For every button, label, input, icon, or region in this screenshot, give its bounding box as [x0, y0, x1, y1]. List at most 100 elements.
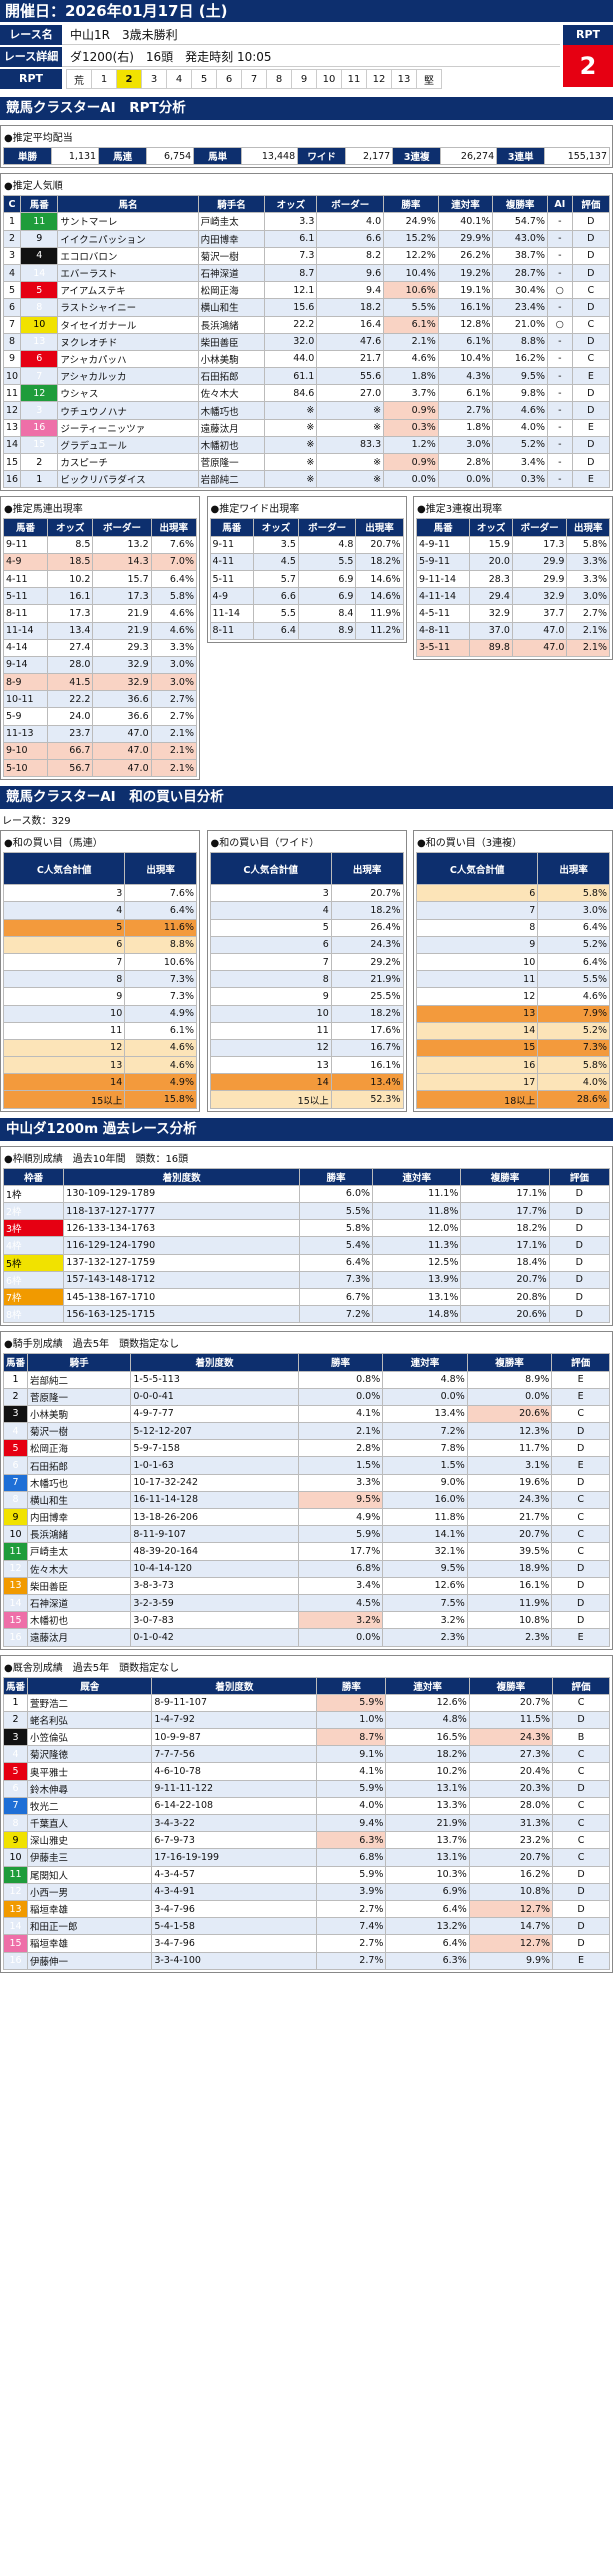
rpt-value: 2	[563, 45, 613, 87]
pace-cell: 3	[141, 69, 167, 89]
frame-row: 6枠 157-143-148-1712 7.3% 13.9% 20.7% D	[2, 1270, 611, 1289]
trainer-cell: 5	[2, 1762, 29, 1781]
jockey-cell: 11	[2, 1542, 29, 1561]
popularity-cell: 10.6%	[383, 281, 439, 300]
frame-cell: 5枠	[2, 1253, 65, 1272]
popularity-cell: 12	[2, 401, 22, 420]
sum-cell: 9	[2, 987, 126, 1006]
jockey-cell: C	[551, 1490, 610, 1510]
popularity-cell: 7.3	[264, 246, 318, 265]
jockey-cell: E	[551, 1387, 610, 1406]
trainer-cell: 13.7%	[385, 1831, 470, 1850]
frame-cell: 6.0%	[298, 1184, 374, 1204]
quin-cell: 8-9	[2, 673, 49, 692]
frame-cell: 12.0%	[372, 1219, 462, 1238]
column-header: ボーダー	[316, 195, 385, 214]
frame-cell: 126-133-134-1763	[63, 1219, 300, 1238]
trainer-cell: 20.4%	[468, 1762, 554, 1781]
popularity-row: 10 7 アシャカルッカ 石田拓郎 61.1 55.6 1.8% 4.3% 9.5% - E	[2, 367, 611, 386]
popularity-cell: 2.7%	[437, 401, 494, 420]
jockey-row: 6 石田拓郎 1-0-1-63 1.5% 1.5% 3.1% E	[2, 1456, 610, 1475]
sum-title: ●和の買い目（馬連）	[4, 838, 103, 850]
pace-cell: 7	[241, 69, 267, 89]
sum-row: 7 10.6%	[2, 952, 197, 972]
jockey-cell: 4.5%	[297, 1593, 384, 1613]
sum-row: 12 4.6%	[415, 987, 610, 1006]
jockey-cell: 8-11-9-107	[130, 1525, 299, 1544]
quin-cell: 3.3%	[150, 638, 198, 657]
section-rpt-analysis: 競馬クラスターAI RPT分析	[0, 97, 613, 120]
column-header: 連対率	[437, 195, 494, 214]
frame-row: 3枠 126-133-134-1763 5.8% 12.0% 18.2% D	[2, 1219, 611, 1238]
column-header: オッズ	[469, 518, 513, 537]
trainer-row: 2 蛯名利弘 1-4-7-92 1.0% 4.8% 11.5% D	[2, 1710, 610, 1730]
trainer-row: 9 深山雅史 6-7-9-73 6.3% 13.7% 23.2% C	[2, 1831, 610, 1850]
trainer-cell: D	[552, 1882, 610, 1901]
sum-row: 13 7.9%	[415, 1004, 610, 1023]
popularity-cell: イイクニパッション	[57, 229, 199, 248]
quinella-table: 馬番 オッズ ボーダー 出現率 9-11 8.5 13.2 7.6% 4-9 18.5 14.3 7.…	[2, 518, 198, 778]
trainer-cell: 20.7%	[468, 1848, 554, 1867]
jockey-cell: 17.7%	[297, 1542, 384, 1561]
pace-cell: 11	[341, 69, 367, 89]
trainer-cell: 尾関知人	[27, 1865, 153, 1884]
popularity-cell: 10.4%	[437, 349, 494, 369]
jockey-cell: 4-9-7-77	[130, 1404, 299, 1424]
popularity-cell: D	[571, 332, 611, 351]
trainer-cell: 8-9-11-107	[151, 1693, 318, 1712]
frame-cell: 156-163-125-1715	[63, 1305, 300, 1324]
pace-cell: 2	[116, 69, 142, 89]
trainer-cell: C	[552, 1693, 610, 1712]
jockey-cell: 7.5%	[382, 1593, 468, 1613]
trainer-cell: 10	[2, 1848, 29, 1867]
column-header: 騎手	[27, 1353, 132, 1372]
popularity-cell: エバーラスト	[57, 263, 199, 283]
popularity-cell: -	[547, 212, 573, 231]
jockey-cell: 横山和生	[27, 1490, 132, 1510]
column-header: 出現率	[124, 852, 197, 886]
payout-label: 3連単	[496, 146, 546, 166]
column-header: 着別度数	[63, 1167, 300, 1186]
sum-cell: 20.7%	[330, 884, 404, 903]
wide-cell: 4.5	[253, 552, 299, 571]
jockey-row: 1 岩部純二 1-5-5-113 0.8% 4.8% 8.9% E	[2, 1370, 610, 1389]
column-header: 評価	[552, 1676, 610, 1695]
quin-cell: 7.0%	[150, 552, 198, 571]
popularity-cell: 3.3	[264, 212, 318, 231]
column-header: 馬番	[20, 195, 59, 214]
jockey-cell: 0-0-0-41	[130, 1387, 299, 1406]
frame-row: 4枠 116-129-124-1790 5.4% 11.3% 17.1% D	[2, 1236, 611, 1255]
column-header: オッズ	[264, 195, 318, 214]
sum-row: 14 5.2%	[415, 1021, 610, 1040]
trainer-cell: 5.9%	[316, 1779, 387, 1798]
popularity-cell: 0.3%	[492, 470, 548, 489]
sum-cell: 10	[415, 952, 539, 972]
sum-cell: 9	[415, 935, 539, 954]
popularity-cell: 55.6	[316, 367, 385, 386]
quinella-title: ●推定馬連出現率	[4, 504, 83, 516]
popularity-cell: -	[547, 435, 573, 455]
jockey-cell: 1-0-1-63	[130, 1456, 299, 1475]
section-sum-analysis: 競馬クラスターAI 和の買い目分析	[0, 786, 613, 810]
wide-row: 5-11 5.7 6.9 14.6%	[209, 569, 404, 589]
trainer-cell: 16.5%	[385, 1728, 470, 1747]
popularity-row: 1 11 サントマーレ 戸崎圭太 3.3 4.0 24.9% 40.1% 54.7% - D	[2, 212, 611, 231]
jockey-cell: 12.3%	[466, 1422, 553, 1441]
popularity-cell: 32.0	[264, 332, 318, 351]
jockey-cell: 20.6%	[466, 1404, 553, 1424]
popularity-cell: 3	[20, 401, 59, 420]
sum-row: 7 29.2%	[209, 952, 404, 972]
jockey-cell: 3.1%	[466, 1456, 553, 1475]
trainer-cell: D	[552, 1917, 610, 1936]
quin-row: 4-14 27.4 29.3 3.3%	[2, 638, 198, 657]
trainer-cell: 4-3-4-57	[151, 1865, 318, 1884]
jockey-row: 13 柴田善臣 3-8-3-73 3.4% 12.6% 16.1% D	[2, 1576, 610, 1595]
trainer-cell: 7	[2, 1796, 29, 1816]
popularity-cell: 岩部純二	[197, 470, 266, 489]
frame-cell: 11.8%	[372, 1201, 462, 1221]
sum-cell: 10.6%	[124, 952, 197, 972]
race-header: レース名 中山1R 3歳未勝利 レース詳細 ダ1200(右) 16頭 発走時刻 10…	[0, 25, 613, 91]
column-header: ボーダー	[92, 518, 152, 537]
sum-row: 15 7.3%	[415, 1038, 610, 1058]
jockey-row: 9 内田博幸 13-18-26-206 4.9% 11.8% 21.7% C	[2, 1507, 610, 1527]
